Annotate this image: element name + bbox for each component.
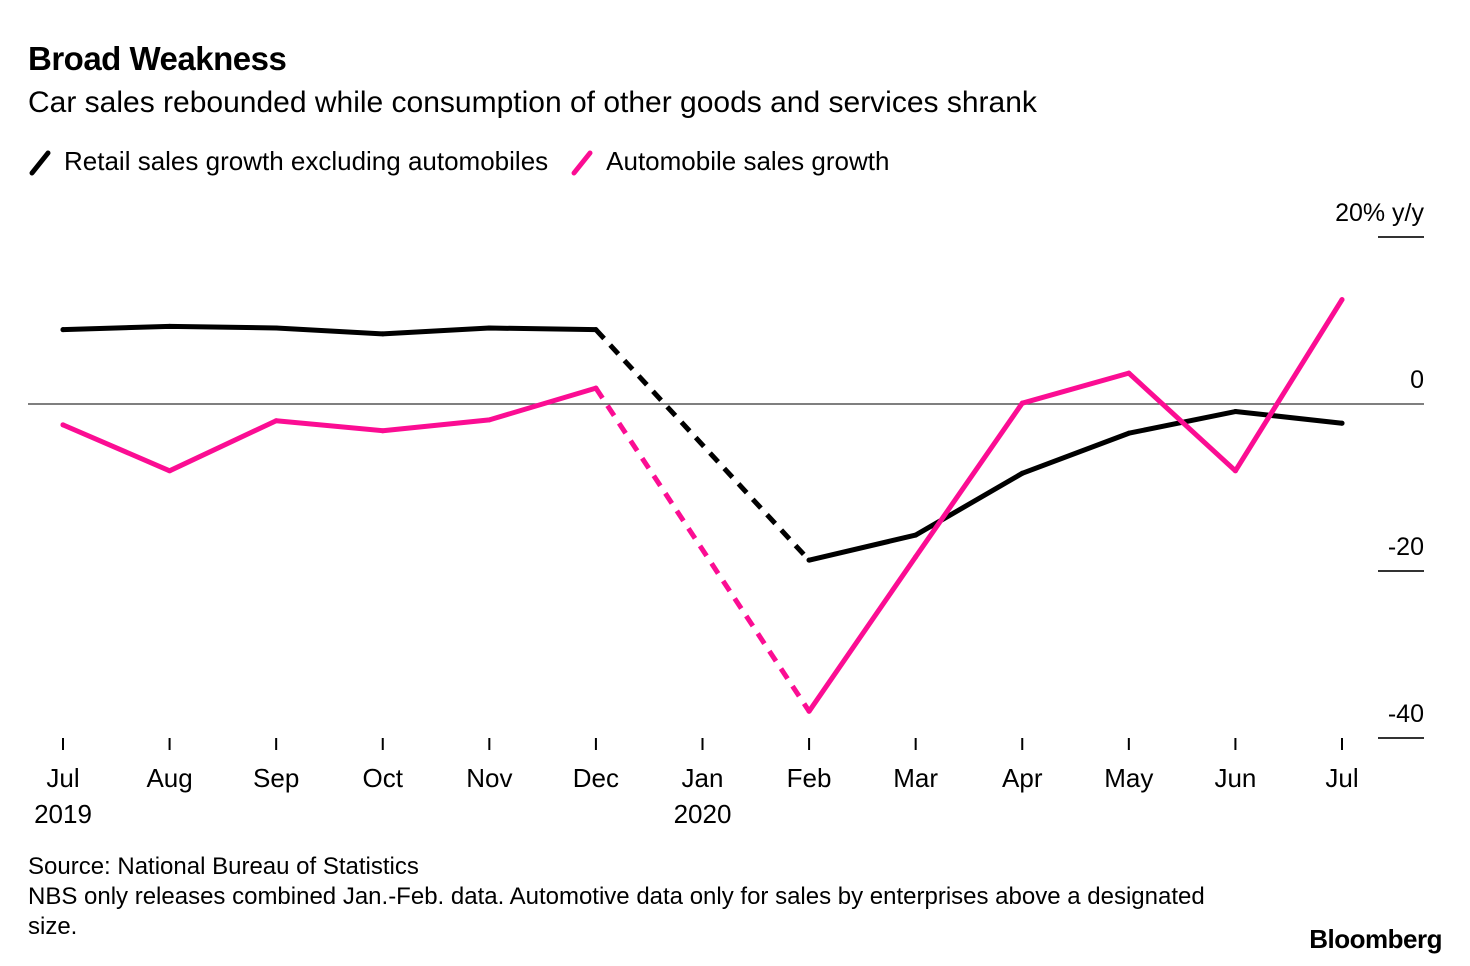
retail-series-point xyxy=(913,532,919,538)
retail-series-line xyxy=(806,409,1345,563)
retail-series-point xyxy=(486,325,492,331)
x-tick-label: Jul xyxy=(46,763,79,793)
retail-series-point xyxy=(1232,409,1238,415)
auto-series-line xyxy=(60,385,599,474)
retail-series-point xyxy=(167,323,173,329)
source-note: Source: National Bureau of Statistics xyxy=(28,853,419,880)
legend-item-retail: Retail sales growth excluding automobile… xyxy=(28,146,548,177)
auto-series-point xyxy=(1232,468,1238,474)
legend-label-retail: Retail sales growth excluding automobile… xyxy=(64,146,549,176)
x-tick-label: Mar xyxy=(893,763,938,793)
auto-series-point xyxy=(806,708,812,714)
x-tick-label: May xyxy=(1104,763,1153,793)
legend-item-auto: Automobile sales growth xyxy=(570,146,889,177)
auto-series-point xyxy=(486,417,492,423)
auto-series-point xyxy=(380,428,386,434)
auto-series-point xyxy=(1126,370,1132,376)
x-tick-label: Oct xyxy=(363,763,404,793)
retail-series-point xyxy=(273,325,279,331)
auto-series-point xyxy=(1339,297,1345,303)
legend-swatch-auto-icon xyxy=(571,150,593,175)
x-tick-label: Nov xyxy=(466,763,512,793)
legend: Retail sales growth excluding automobile… xyxy=(28,146,911,177)
retail-series-point xyxy=(1126,430,1132,436)
x-year-label: 2019 xyxy=(34,799,92,829)
x-tick-label: Aug xyxy=(146,763,192,793)
x-tick-label: Sep xyxy=(253,763,299,793)
auto-series-point xyxy=(913,554,919,560)
retail-series-point xyxy=(806,557,812,563)
x-tick-label: Jun xyxy=(1214,763,1256,793)
auto-series-point xyxy=(1019,400,1025,406)
x-year-label: 2020 xyxy=(674,799,732,829)
chart-subtitle: Car sales rebounded while consumption of… xyxy=(28,86,1037,119)
y-tick-label: 20% y/y xyxy=(1335,199,1424,227)
axis-layer: 20% y/y 0 -20 -40 Jul Aug Sep Oct Nov Dec Jan Feb Ma… xyxy=(28,199,1424,829)
auto-series-point xyxy=(593,385,599,391)
auto-series-dashed-line xyxy=(593,386,812,713)
auto-series-point xyxy=(273,418,279,424)
retail-series-point xyxy=(1339,420,1345,426)
auto-series-point xyxy=(60,422,66,428)
footer: Source: National Bureau of Statistics NB… xyxy=(28,852,1248,942)
x-tick-label: Feb xyxy=(787,763,832,793)
data-note: NBS only releases combined Jan.-Feb. dat… xyxy=(28,883,1205,940)
retail-series-point xyxy=(1019,470,1025,476)
retail-series-dashed-line xyxy=(594,327,811,562)
legend-swatch-retail-icon xyxy=(29,150,51,175)
chart-title: Broad Weakness xyxy=(28,40,287,77)
legend-label-auto: Automobile sales growth xyxy=(606,146,890,176)
auto-series-line xyxy=(806,297,1345,714)
series-layer xyxy=(60,297,1345,714)
x-tick-label: Dec xyxy=(573,763,619,793)
auto-series-point xyxy=(167,468,173,474)
retail-series-point xyxy=(593,327,599,333)
retail-series-point xyxy=(380,331,386,337)
x-tick-label: Jul xyxy=(1325,763,1358,793)
bloomberg-logo: Bloomberg xyxy=(1309,924,1442,954)
y-tick-label: 0 xyxy=(1410,366,1424,394)
x-tick-label: Jan xyxy=(682,763,724,793)
retail-series-line xyxy=(60,323,599,337)
x-tick-label: Apr xyxy=(1002,763,1043,793)
y-tick-label: -20 xyxy=(1388,533,1424,561)
retail-series-point xyxy=(60,327,66,333)
y-tick-label: -40 xyxy=(1388,700,1424,728)
